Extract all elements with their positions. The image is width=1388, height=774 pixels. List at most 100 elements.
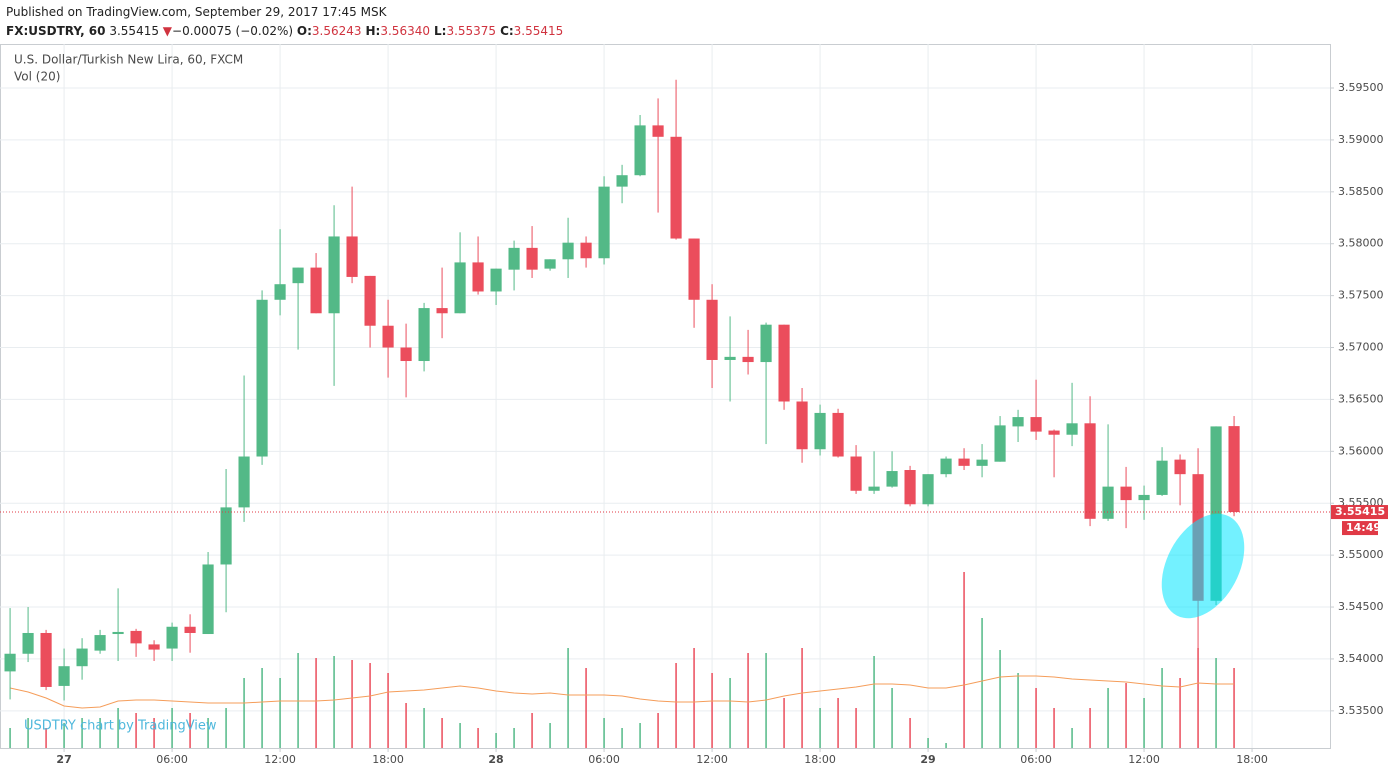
candle-body [166, 626, 178, 649]
ohlc-value: 3.55415 [513, 24, 564, 38]
candle-body [256, 299, 268, 457]
candle-body [1030, 417, 1042, 432]
candle-body [1174, 459, 1186, 475]
ohlc-value: 3.56243 [311, 24, 362, 38]
candle-body [940, 458, 952, 475]
volume-bar [1143, 698, 1145, 748]
highlight-ellipse [1161, 513, 1245, 619]
candle-body [688, 238, 700, 300]
candle-body [184, 626, 196, 633]
y-tick-label: 3.59000 [1338, 133, 1384, 146]
volume-bar [495, 733, 497, 748]
x-tick-label: 06:00 [1020, 753, 1052, 766]
y-tick-label: 3.55000 [1338, 548, 1384, 561]
candle-body [382, 325, 394, 348]
volume-bar [171, 708, 173, 748]
volume-bar [405, 703, 407, 748]
candle-body [22, 632, 34, 654]
candle-body [4, 653, 16, 672]
ohlc-value: 3.56340 [380, 24, 430, 38]
x-tick-label: 06:00 [588, 753, 620, 766]
volume-bar [1161, 668, 1163, 748]
volume-bar [801, 648, 803, 748]
candle-body [1138, 494, 1150, 501]
volume-bar [459, 723, 461, 748]
y-tick-label: 3.56000 [1338, 444, 1384, 457]
volume-bar [117, 708, 119, 748]
y-tick-label: 3.59500 [1338, 81, 1384, 94]
volume-bar [1233, 668, 1235, 748]
volume-bar [657, 713, 659, 748]
candle-body [202, 564, 214, 635]
volume-bar [9, 728, 11, 748]
candle-body [292, 267, 304, 284]
volume-bar [333, 656, 335, 748]
volume-bar [711, 673, 713, 748]
candle-body [526, 247, 538, 270]
y-tick-label: 3.57000 [1338, 341, 1384, 354]
volume-bar [873, 656, 875, 748]
candle-body [364, 275, 376, 326]
volume-bar [477, 728, 479, 748]
volume-bar [783, 698, 785, 748]
candle-body [1120, 486, 1132, 501]
volume-bar [135, 713, 137, 748]
candle-body [508, 247, 520, 270]
candle-body [310, 267, 322, 314]
volume-bar [531, 713, 533, 748]
volume-bar [1035, 688, 1037, 748]
volume-bar [621, 728, 623, 748]
candle-body [814, 412, 826, 450]
volume-bar [513, 728, 515, 748]
volume-bar [423, 708, 425, 748]
candle-body [976, 459, 988, 466]
x-tick-label: 06:00 [156, 753, 188, 766]
candle-body [886, 471, 898, 487]
volume-title: Vol (20) [14, 70, 60, 84]
candle-body [832, 412, 844, 457]
volume-bar [819, 708, 821, 748]
quote-line: FX:USDTRY, 60 3.55415 ▼−0.00075 (−0.02%)… [6, 22, 567, 41]
candle-body [112, 631, 124, 635]
candle-body [58, 666, 70, 686]
x-tick-label: 18:00 [372, 753, 404, 766]
volume-bar [387, 673, 389, 748]
volume-bar [603, 718, 605, 748]
volume-bar [729, 678, 731, 748]
candle-body [94, 635, 106, 651]
candle-body [1084, 423, 1096, 519]
candle-body [724, 356, 736, 360]
volume-bar [315, 658, 317, 748]
volume-bar [1071, 728, 1073, 748]
candle-body [634, 125, 646, 176]
volume-bar [963, 572, 965, 748]
x-tick-label: 12:00 [696, 753, 728, 766]
volume-bar [261, 668, 263, 748]
change: −0.00075 (−0.02%) [172, 24, 294, 38]
volume-bar [837, 698, 839, 748]
candle-body [958, 458, 970, 466]
volume-bar [27, 718, 29, 748]
candle-body [346, 236, 358, 277]
volume-bar [441, 718, 443, 748]
volume-bar [855, 708, 857, 748]
volume-bar [225, 708, 227, 748]
x-tick-label: 18:00 [804, 753, 836, 766]
volume-bar [243, 678, 245, 748]
volume-bar [1125, 683, 1127, 748]
volume-bar [369, 663, 371, 748]
candle-body [490, 268, 502, 292]
volume-bar [153, 718, 155, 748]
volume-bar [207, 718, 209, 748]
volume-ma-line [9, 675, 1235, 709]
x-tick-label: 12:00 [1128, 753, 1160, 766]
ohlc-label: H: [365, 24, 381, 38]
x-tick-label: 12:00 [264, 753, 296, 766]
countdown-bg [1342, 521, 1378, 536]
candle-body [706, 299, 718, 360]
candle-body [238, 456, 250, 508]
candle-body [130, 630, 142, 644]
ohlc-label: O: [296, 24, 312, 38]
